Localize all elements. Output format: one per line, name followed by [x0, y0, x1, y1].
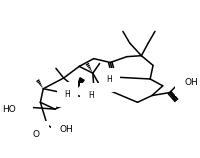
Text: OH: OH	[60, 125, 74, 134]
Polygon shape	[76, 78, 84, 89]
Text: HO: HO	[2, 105, 16, 114]
Text: H: H	[65, 90, 70, 99]
Text: HO: HO	[10, 96, 24, 105]
Text: H: H	[106, 76, 112, 85]
Text: O: O	[33, 130, 40, 139]
Text: H: H	[88, 91, 94, 100]
Text: OH: OH	[184, 78, 198, 87]
Polygon shape	[101, 77, 108, 87]
Text: Ḣ: Ḣ	[88, 91, 94, 100]
Text: Ḣ: Ḣ	[65, 90, 70, 99]
